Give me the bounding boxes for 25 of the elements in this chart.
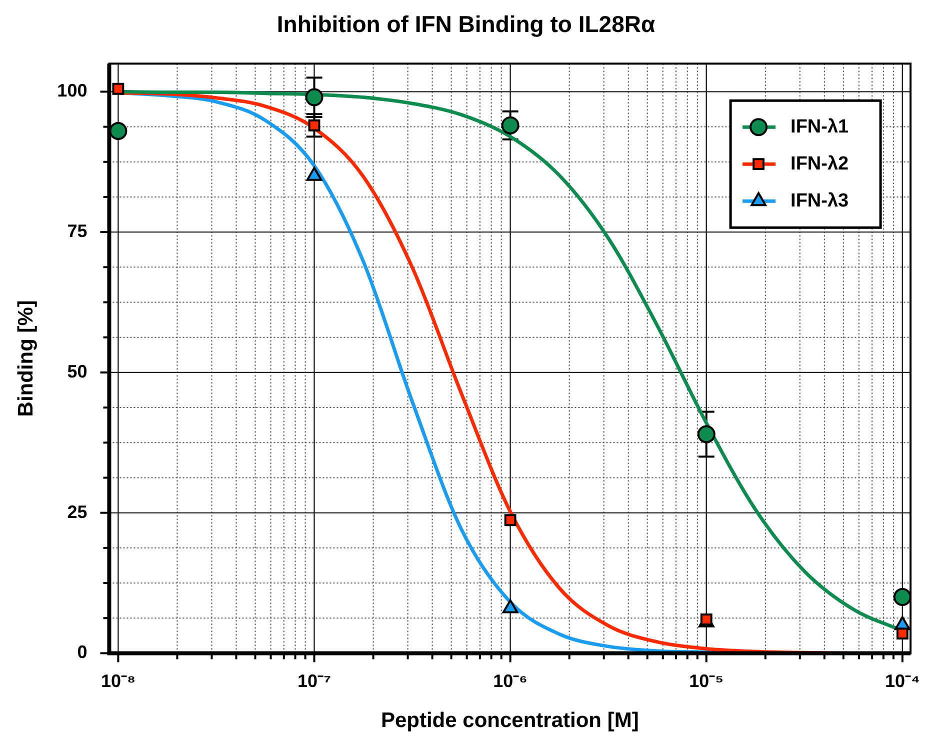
x-tick-label: 10⁻⁷ [298,670,331,691]
legend-label: IFN-λ2 [790,153,849,174]
point [308,119,320,132]
x-tick-label: 10⁻⁵ [689,670,724,691]
x-tick-label: 10⁻⁴ [884,670,920,691]
legend-label: IFN-λ3 [790,190,849,212]
point [501,116,520,134]
point [896,628,908,640]
y-tick-label: 50 [67,361,88,382]
point [305,88,324,106]
y-tick-label: 100 [57,80,88,101]
y-tick-label: 0 [77,642,88,662]
x-tick-label: 10⁻⁶ [493,670,528,691]
point [697,425,716,444]
y-axis-title: Binding [%] [14,300,38,417]
chart-title: Inhibition of IFN Binding to IL28Rα [276,11,656,38]
point [109,122,128,140]
legend-label: IFN-λ1 [790,116,850,138]
point [112,82,124,95]
point [504,514,516,526]
point [893,588,911,606]
x-axis-title: Peptide concentration [M] [380,709,639,732]
y-tick-label: 25 [67,502,88,522]
y-tick-label: 75 [67,221,88,242]
x-tick-label: 10⁻⁸ [100,670,136,691]
